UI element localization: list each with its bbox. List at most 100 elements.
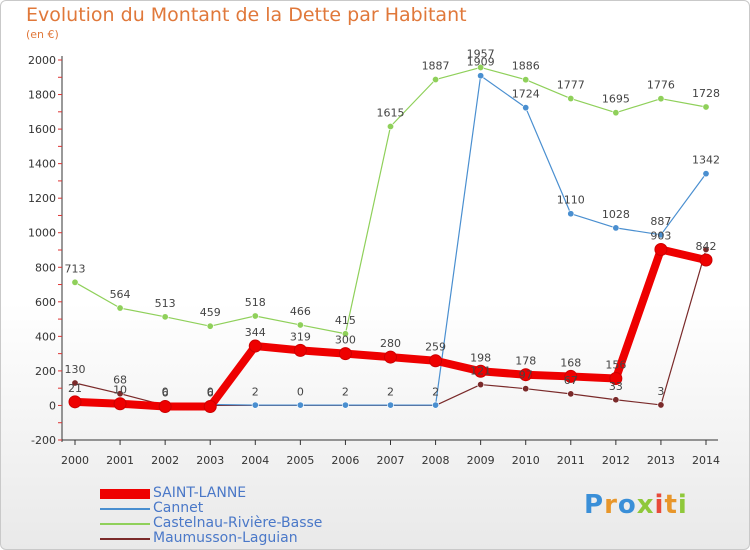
data-point <box>477 381 485 389</box>
y-tick-label: 1000 <box>28 227 56 240</box>
data-point <box>338 347 352 361</box>
data-label: 300 <box>335 334 356 347</box>
legend-swatch <box>100 507 150 510</box>
data-label: 903 <box>650 229 671 242</box>
data-point <box>71 278 79 286</box>
data-point <box>429 354 443 368</box>
data-point <box>251 401 259 409</box>
legend-swatch <box>100 488 150 499</box>
data-label: 1776 <box>647 79 675 92</box>
data-label: 1615 <box>377 107 405 120</box>
data-label: 1728 <box>692 87 720 100</box>
y-tick-label: 1200 <box>28 192 56 205</box>
data-point <box>293 343 307 357</box>
legend-item: Castelnau-Rivière-Basse <box>100 516 322 531</box>
data-label: 2 <box>252 385 259 398</box>
data-label: 1028 <box>602 208 630 221</box>
data-point <box>203 399 217 413</box>
data-label: 1777 <box>557 79 585 92</box>
data-point <box>477 72 485 80</box>
data-label: 344 <box>245 326 266 339</box>
data-point <box>609 372 623 386</box>
data-label: 259 <box>425 341 446 354</box>
y-tick-label: 1400 <box>28 158 56 171</box>
data-label: 168 <box>560 356 581 369</box>
data-label: 0 <box>297 385 304 398</box>
data-label: 10 <box>113 384 127 397</box>
x-tick-label: 2008 <box>422 454 450 467</box>
chart-unit-label: (en €) <box>26 28 59 41</box>
x-tick-label: 2006 <box>331 454 359 467</box>
legend-item: Maumusson-Laguian <box>100 531 322 546</box>
data-label: 178 <box>515 355 536 368</box>
data-point <box>296 401 304 409</box>
y-tick-label: 0 <box>49 399 56 412</box>
data-point <box>612 109 620 117</box>
data-label: 1110 <box>557 194 585 207</box>
y-tick-label: 400 <box>35 330 56 343</box>
data-label: 1909 <box>467 56 495 69</box>
proxiti-logo: Proxiti <box>584 490 688 520</box>
data-label: 713 <box>65 262 86 275</box>
data-point <box>654 242 668 256</box>
legend-label: Maumusson-Laguian <box>153 530 298 546</box>
data-label: 513 <box>155 297 176 310</box>
data-point <box>161 313 169 321</box>
data-point <box>567 210 575 218</box>
legend-swatch <box>100 537 150 540</box>
y-tick-label: 800 <box>35 261 56 274</box>
data-label: 518 <box>245 296 266 309</box>
data-point <box>116 390 124 398</box>
data-point <box>158 399 172 413</box>
legend-label: Castelnau-Rivière-Basse <box>153 515 323 531</box>
y-tick-label: 600 <box>35 296 56 309</box>
data-label: 67 <box>564 374 578 387</box>
data-point <box>432 76 440 84</box>
data-label: 0 <box>162 385 169 398</box>
data-point <box>657 401 665 409</box>
legend-swatch <box>100 522 150 525</box>
x-tick-label: 2000 <box>61 454 89 467</box>
y-tick-label: 1600 <box>28 123 56 136</box>
data-point <box>522 76 530 84</box>
data-point <box>567 390 575 398</box>
data-point <box>522 104 530 112</box>
y-tick-label: 1800 <box>28 89 56 102</box>
data-label: 1695 <box>602 93 630 106</box>
data-point <box>567 95 575 103</box>
data-point <box>612 224 620 232</box>
data-label: 1342 <box>692 154 720 167</box>
x-tick-label: 2001 <box>106 454 134 467</box>
data-point <box>116 304 124 312</box>
data-point <box>386 401 394 409</box>
data-label: 0 <box>207 385 214 398</box>
data-label: 466 <box>290 305 311 318</box>
data-label: 1724 <box>512 88 540 101</box>
legend-item: Cannet <box>100 501 322 516</box>
data-label: 2 <box>432 385 439 398</box>
data-point <box>477 63 485 71</box>
data-point <box>702 170 710 178</box>
data-point <box>564 369 578 383</box>
data-label: 6 <box>162 386 169 399</box>
data-point <box>657 231 665 239</box>
data-label: 97 <box>519 369 533 382</box>
data-label: 1887 <box>422 60 450 73</box>
data-label: 887 <box>650 215 671 228</box>
data-point <box>71 379 79 387</box>
data-point <box>702 103 710 111</box>
data-label: 6 <box>207 386 214 399</box>
x-tick-label: 2005 <box>286 454 314 467</box>
data-label: 198 <box>470 351 491 364</box>
data-label: 130 <box>65 363 86 376</box>
legend-label: SAINT-LANNE <box>153 485 247 501</box>
data-point <box>341 330 349 338</box>
y-tick-label: 200 <box>35 365 56 378</box>
data-point <box>251 312 259 320</box>
data-label: 21 <box>68 382 82 395</box>
chart-legend: SAINT-LANNE Cannet Castelnau-Rivière-Bas… <box>100 486 322 546</box>
data-point <box>612 396 620 404</box>
y-tick-label: 2000 <box>28 54 56 67</box>
